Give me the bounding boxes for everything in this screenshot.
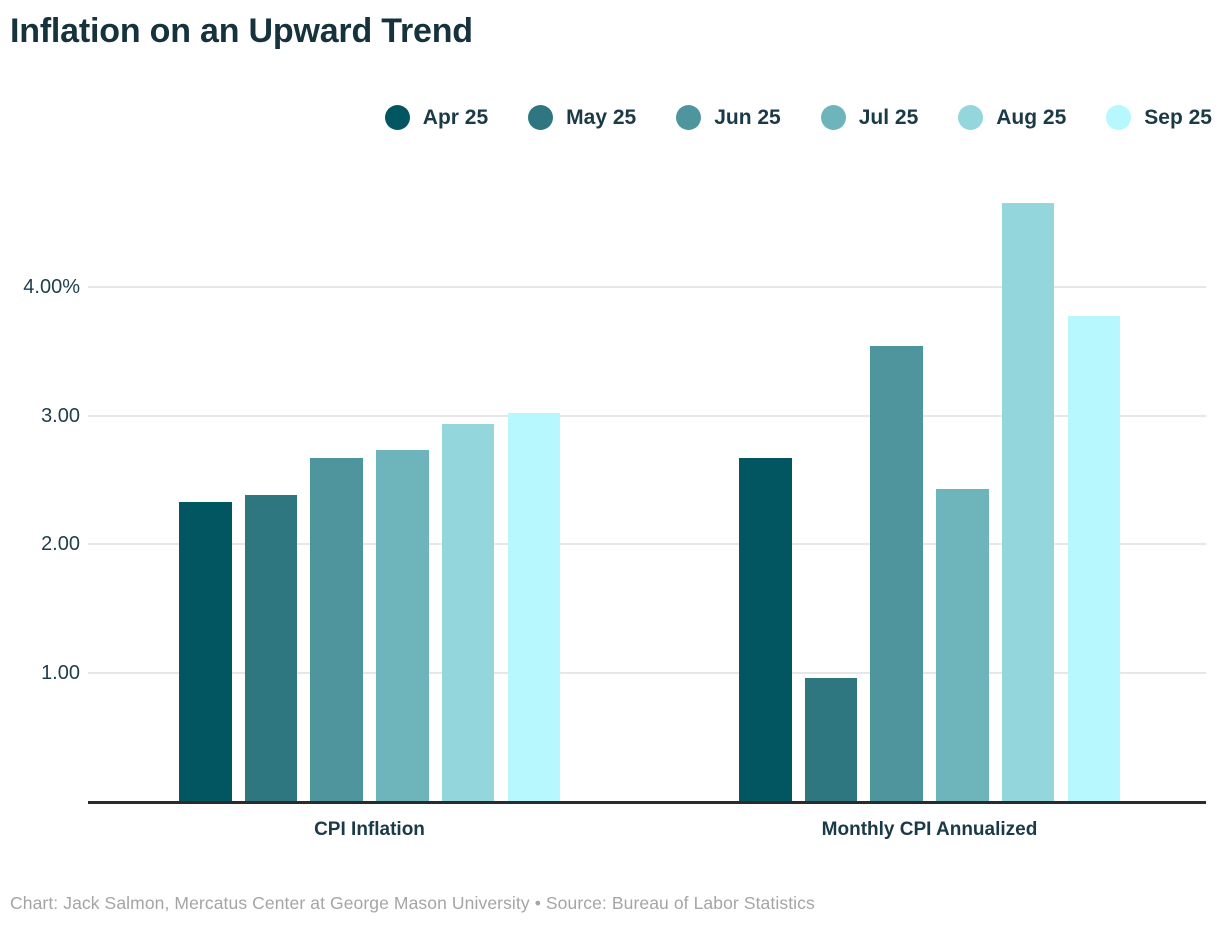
legend-color-dot-icon (958, 105, 984, 130)
gridline-3 (88, 414, 1206, 417)
bar-apr-25-group1 (179, 501, 232, 801)
legend-color-dot-icon (528, 105, 554, 130)
bar-jul-25-group1 (376, 450, 429, 801)
bar-apr-25-group2 (739, 458, 792, 801)
legend-item-jul-25: Jul 25 (820, 105, 919, 130)
y-axis-tick-label: 3.00 (41, 404, 80, 427)
legend-item-sep-25: Sep 25 (1106, 105, 1212, 130)
gridline-1 (88, 671, 1206, 674)
bar-sep-25-group1 (507, 413, 560, 801)
y-axis-tick-label: 1.00 (41, 661, 80, 684)
bar-jun-25-group2 (870, 346, 923, 801)
y-axis-tick-label: 4.00% (23, 276, 80, 299)
legend-label: Jun 25 (714, 105, 781, 129)
x-category-label-1: CPI Inflation (314, 819, 425, 840)
legend-color-dot-icon (1106, 105, 1132, 130)
legend-label: May 25 (566, 105, 637, 129)
legend-color-dot-icon (384, 105, 410, 130)
legend-item-may-25: May 25 (528, 105, 636, 130)
legend-label: Aug 25 (996, 105, 1067, 129)
bar-aug-25-group1 (441, 423, 495, 801)
bar-jul-25-group2 (936, 488, 989, 801)
bar-may-25-group1 (244, 495, 298, 801)
legend-label: Apr 25 (422, 105, 489, 129)
chart-footer-attribution: Chart: Jack Salmon, Mercatus Center at G… (10, 893, 815, 913)
x-axis-baseline (88, 801, 1206, 804)
legend: Apr 25 May 25 Jun 25 Jul 25 Aug 25 Sep 25 (384, 105, 1212, 130)
chart-title: Inflation on an Upward Trend (10, 12, 473, 50)
legend-label: Jul 25 (858, 105, 919, 129)
gridline-4 (88, 286, 1206, 289)
bar-sep-25-group2 (1067, 315, 1120, 801)
legend-label: Sep 25 (1144, 105, 1212, 129)
legend-color-dot-icon (820, 105, 846, 130)
bar-jun-25-group1 (310, 458, 363, 801)
gridline-2 (88, 543, 1206, 546)
bar-may-25-group2 (804, 677, 858, 801)
legend-item-jun-25: Jun 25 (676, 105, 781, 130)
legend-color-dot-icon (676, 105, 702, 130)
y-axis-tick-label: 2.00 (41, 533, 80, 556)
bar-aug-25-group2 (1001, 202, 1055, 801)
legend-item-apr-25: Apr 25 (384, 105, 489, 130)
legend-item-aug-25: Aug 25 (958, 105, 1066, 130)
x-category-label-2: Monthly CPI Annualized (821, 819, 1038, 840)
